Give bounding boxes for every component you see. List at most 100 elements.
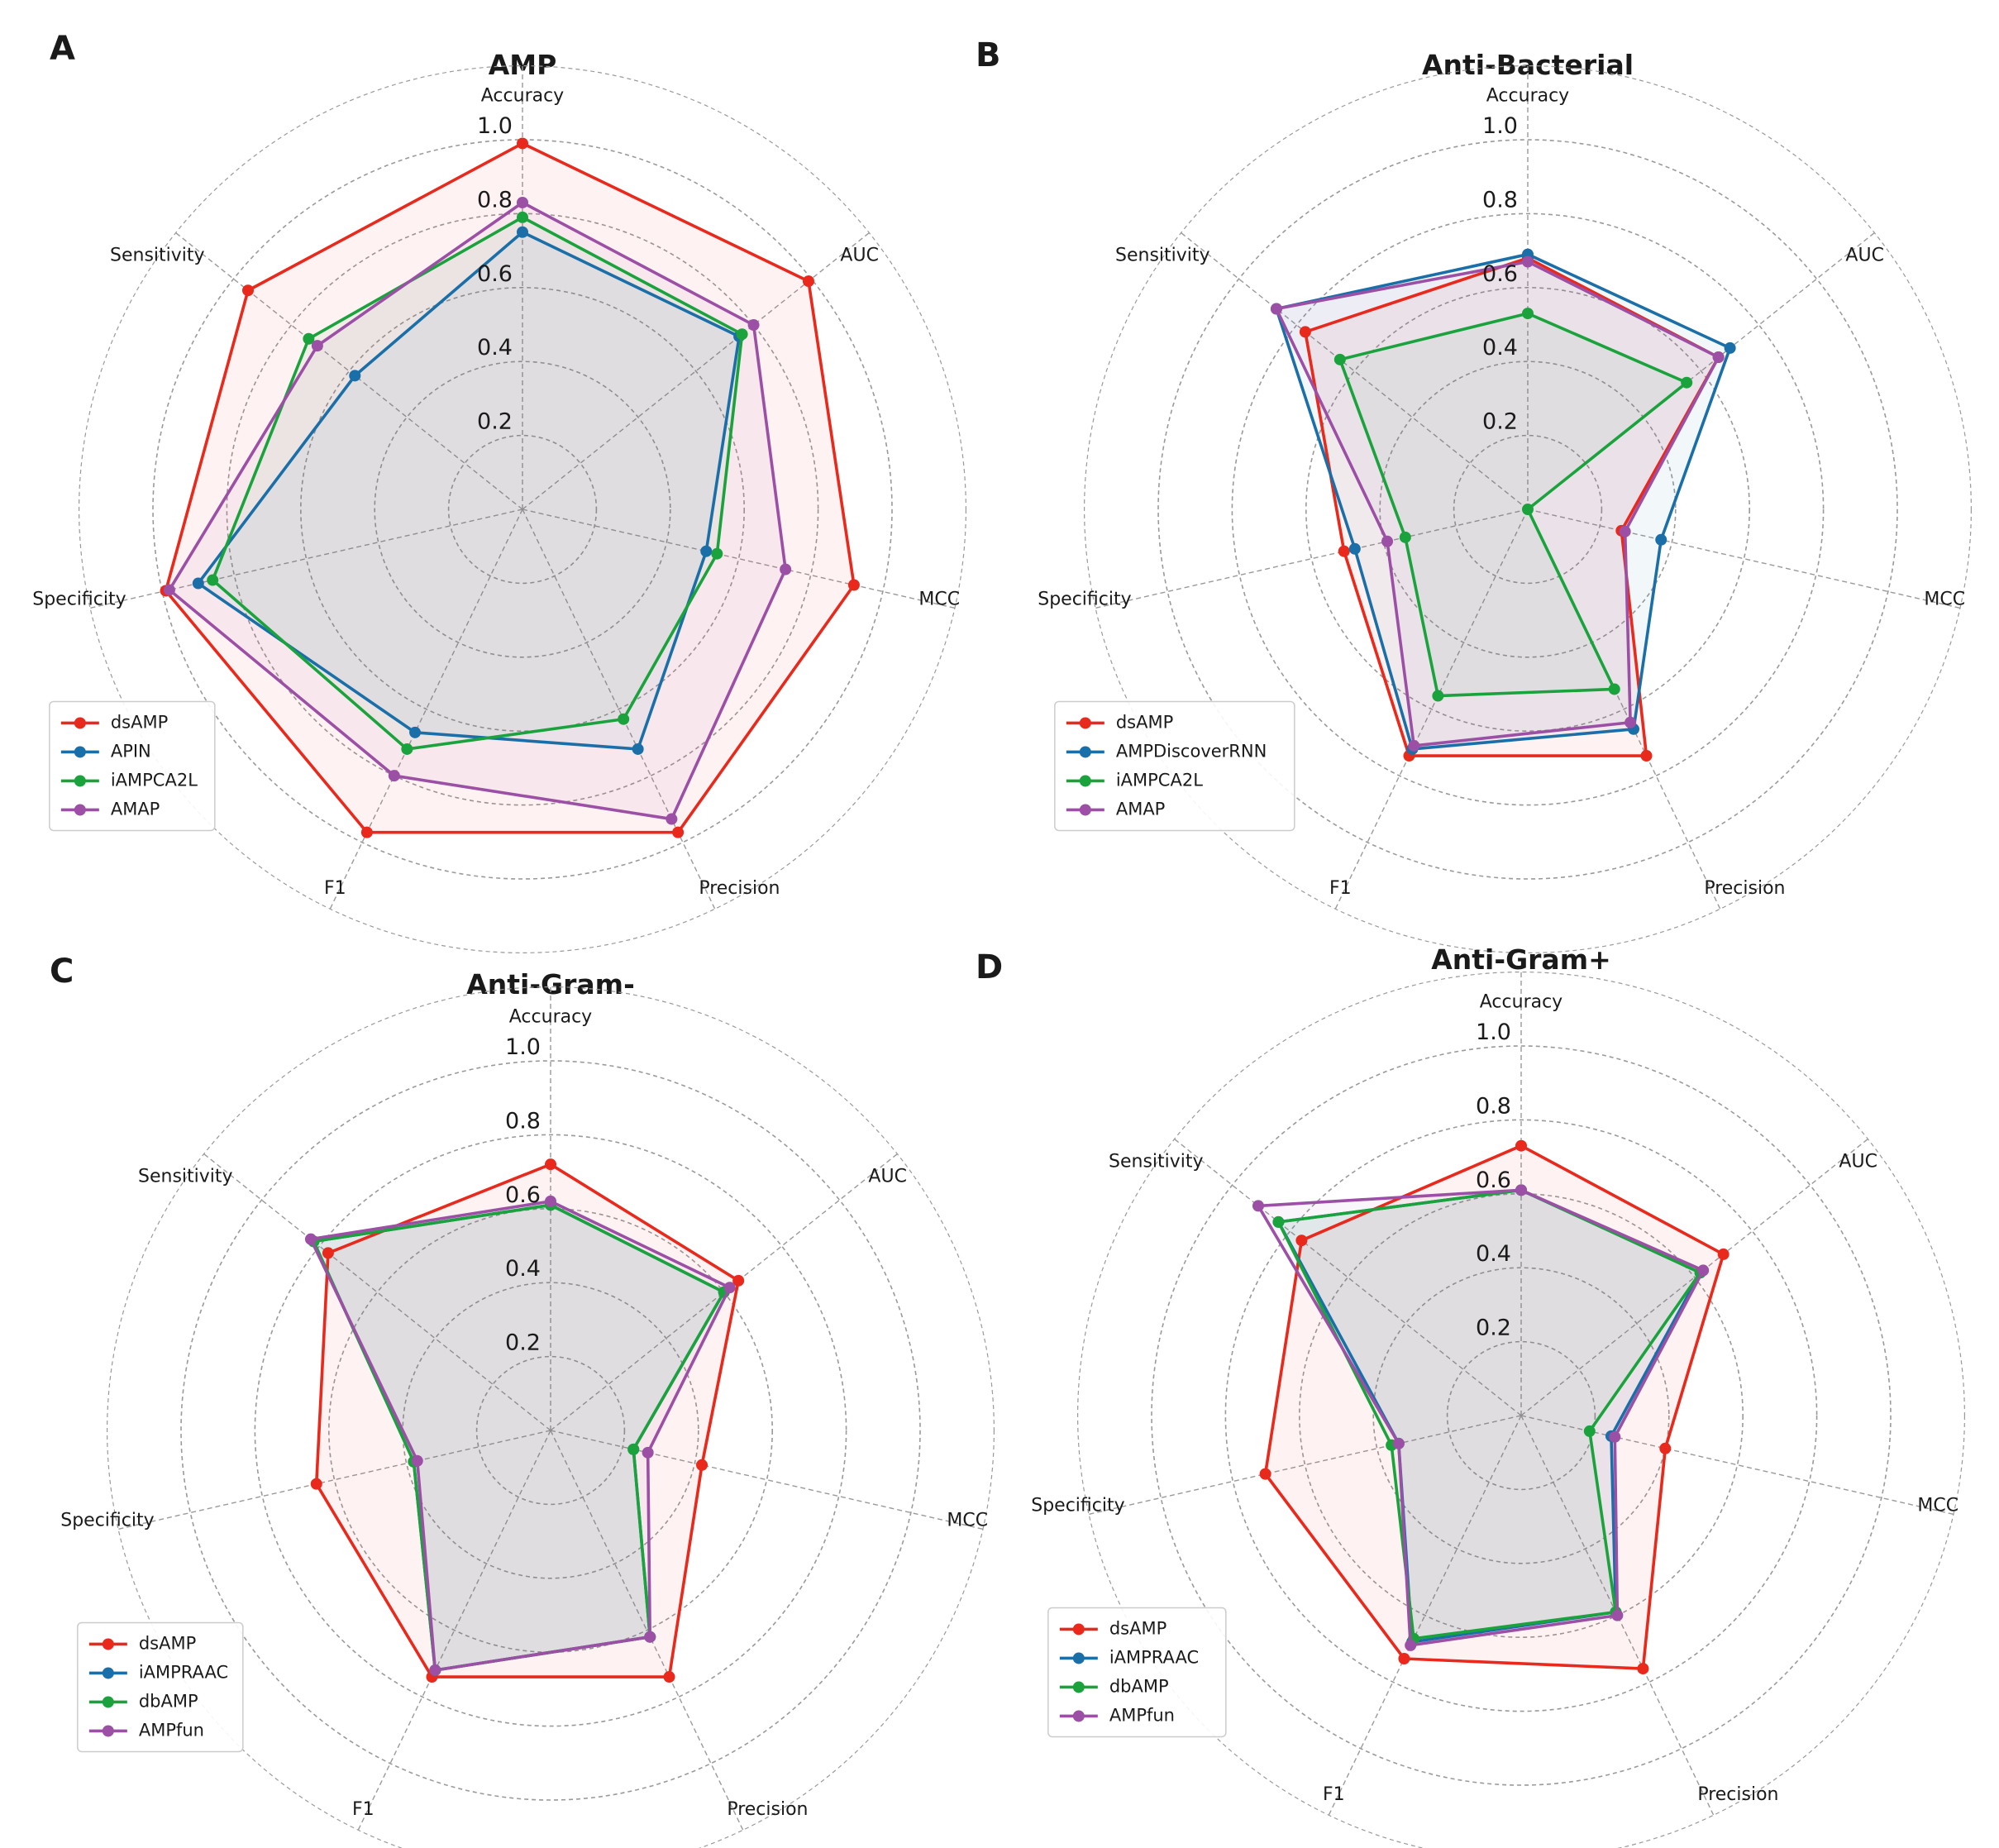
legend: dsAMP AMPDiscoverRNN iAMPCA2L AMAP (1054, 700, 1295, 832)
grid-circle (1379, 361, 1677, 658)
axis-label-accuracy: Accuracy (509, 1006, 592, 1027)
legend-swatch-marker (102, 1725, 114, 1737)
data-point-dsamp (1299, 326, 1311, 338)
radar-panel-c: C Anti-Gram- 0.2 0.4 0.6 0.8 1.0 Accuracy AUC MCC… (50, 953, 995, 1848)
data-point-dsamp (672, 826, 685, 838)
series-line-ampfun (1257, 1188, 1705, 1647)
series-line-dsamp (1263, 1144, 1725, 1670)
data-point-apin (700, 545, 713, 557)
axis-label-sensitivity: Sensitivity (138, 1166, 233, 1187)
legend-swatch-marker (1072, 1681, 1085, 1693)
data-point-iampca2l (736, 328, 748, 341)
grid-circle (1083, 64, 1973, 954)
radial-tick-label: 0.8 (505, 1108, 541, 1134)
data-point-iampca2l (1681, 376, 1693, 389)
axis-label-mcc: MCC (947, 1510, 988, 1530)
axis-label-f1: F1 (352, 1799, 375, 1820)
legend: dsAMP iAMPRAAC dbAMP AMPfun (1047, 1607, 1227, 1738)
grid-circle (78, 64, 967, 954)
radar-panel-b: B Anti-Bacterial0.20.40.60.81.0AccuracyAU… (976, 36, 1973, 954)
legend-entry-dsamp: dsAMP (111, 712, 168, 732)
legend-swatch-marker (1072, 1710, 1085, 1722)
grid-circle (1305, 286, 1751, 733)
legend-entry-ampfun: AMPfun (139, 1720, 204, 1740)
data-point-amap (1712, 351, 1725, 364)
axis-label-precision: Precision (699, 878, 780, 899)
legend-box (1054, 700, 1295, 832)
data-point-iampca2l (1608, 683, 1620, 695)
radial-tick-label: 0.4 (1476, 1241, 1511, 1267)
data-point-ampfun (1392, 1437, 1405, 1449)
axis-label-auc: AUC (1839, 1151, 1877, 1172)
axis-label-mcc: MCC (1924, 589, 1965, 609)
axis-label-sensitivity: Sensitivity (1109, 1151, 1204, 1172)
legend-entry-amap: AMAP (1116, 799, 1166, 819)
series-area-dsamp (1305, 258, 1719, 757)
data-point-dsamp (696, 1459, 708, 1471)
legend-box (49, 700, 216, 832)
legend-swatch-marker (1079, 717, 1091, 729)
data-point-iampca2l (1333, 353, 1346, 365)
data-point-iampca2l (711, 547, 723, 560)
panel-letter: A (50, 30, 75, 68)
data-point-amap (1270, 303, 1282, 315)
grid-circle (447, 434, 598, 585)
radial-tick-label: 0.6 (1476, 1168, 1511, 1193)
data-point-ampfun (644, 1631, 656, 1643)
series-area-dbamp (313, 1205, 724, 1670)
legend-swatch-marker (102, 1696, 114, 1708)
chart-title: Anti-Gram+ (1431, 943, 1610, 976)
radar-panel-d: D Anti-Gram+ 0.2 0.4 0.6 0.8 1.0 Accuracy AUC MCC… (976, 943, 1965, 1848)
data-point-ampfun (723, 1282, 736, 1294)
data-point-dsamp (1295, 1234, 1308, 1247)
data-point-ampfun (1697, 1264, 1710, 1277)
axis-label-f1: F1 (1329, 878, 1352, 899)
series-area-apin (198, 232, 740, 749)
legend-entry-iampraac: iAMPRAAC (139, 1662, 228, 1682)
data-point-iampca2l (1522, 504, 1534, 515)
legend-box (77, 1621, 244, 1753)
grid-circle (1157, 139, 1898, 880)
series-area-iampca2l (1339, 313, 1687, 696)
data-point-dsamp (322, 1247, 334, 1259)
data-point-dbamp (1583, 1425, 1596, 1437)
legend: dsAMP iAMPRAAC dbAMP AMPfun (77, 1621, 244, 1753)
series-area-dsamp (165, 143, 854, 833)
series-area-ampfun (1257, 1190, 1704, 1645)
data-point-apin (409, 726, 422, 738)
radar-panel-a: A AMP0.20.40.60.81.0AccuracyAUCMCCPrecisi… (32, 30, 967, 954)
legend-swatch-marker (1072, 1652, 1085, 1664)
data-point-amap (163, 584, 175, 596)
axis-label-specificity: Specificity (1038, 589, 1131, 609)
legend-entry-dbamp: dbAMP (139, 1691, 198, 1711)
data-point-ampdiscoverrnn (1348, 542, 1361, 555)
data-point-iampca2l (207, 574, 219, 586)
grid-circle (1151, 1045, 1892, 1786)
legend-entry-amap: AMAP (111, 799, 160, 819)
legend-entry-ampdiscoverrnn: AMPDiscoverRNN (1116, 741, 1267, 761)
series-line-dsamp (314, 1163, 740, 1678)
series-area-ampfun (310, 1201, 730, 1670)
legend-box (1047, 1607, 1227, 1738)
legend-swatch-marker (74, 746, 86, 758)
radial-tick-label: 0.8 (1476, 1093, 1511, 1119)
axis-label-auc: AUC (1845, 245, 1884, 265)
radial-tick-label: 0.2 (1476, 1316, 1511, 1341)
axis-label-f1: F1 (1323, 1784, 1345, 1805)
axis-label-mcc: MCC (1917, 1495, 1958, 1516)
grid-circle (1077, 972, 1965, 1848)
data-point-amap (747, 319, 760, 332)
grid-circle (107, 986, 995, 1848)
data-point-dsamp (1338, 545, 1350, 557)
series-area-iampca2l (212, 217, 742, 749)
axis-label-f1: F1 (324, 878, 346, 899)
radial-tick-label: 0.6 (1482, 261, 1518, 287)
radial-tick-label: 0.4 (1482, 335, 1518, 361)
data-point-dsamp (1259, 1468, 1271, 1480)
data-point-amap (1624, 716, 1637, 728)
data-point-amap (311, 340, 323, 352)
axis-label-accuracy: Accuracy (481, 85, 564, 106)
data-point-dsamp (360, 826, 373, 838)
legend-entry-dsamp: dsAMP (1116, 712, 1173, 732)
legend-entry-dsamp: dsAMP (1109, 1618, 1166, 1638)
